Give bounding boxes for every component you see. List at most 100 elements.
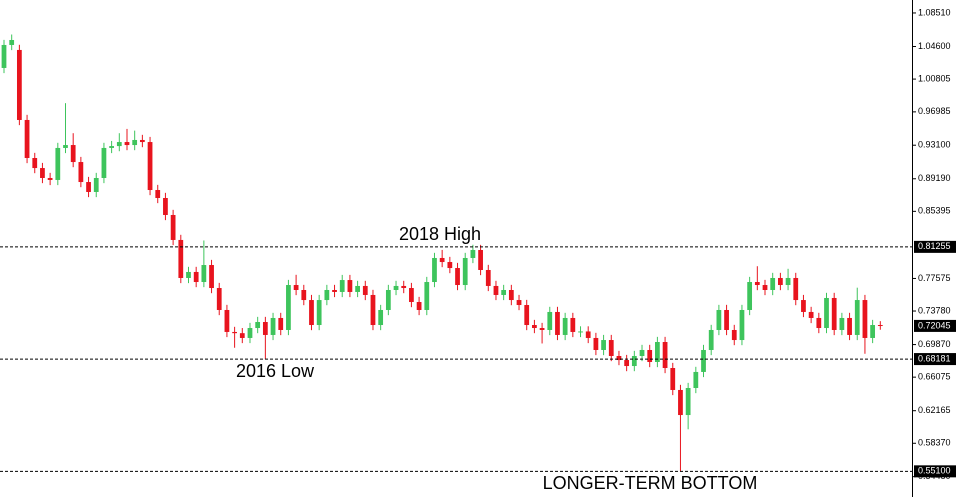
candle-body [793, 277, 799, 301]
y-tick-label: 0.66075 [918, 372, 951, 382]
level-label: 0.81255 [918, 241, 951, 251]
candle-body [639, 349, 645, 356]
candle-body [770, 277, 776, 290]
candle-body [493, 285, 499, 295]
candle-body [685, 388, 691, 416]
candle-body [193, 271, 199, 283]
candle-body [116, 142, 122, 147]
candle-body [524, 305, 530, 326]
y-tick-label: 1.00805 [918, 73, 951, 83]
candle-body [401, 285, 407, 289]
candle-body [539, 328, 545, 330]
candle-body [24, 119, 30, 158]
candle-body [163, 197, 168, 215]
candle-body [670, 368, 676, 390]
candle-body [186, 271, 191, 278]
candle-body [316, 300, 322, 326]
candle-body [624, 360, 630, 367]
candle-body [93, 177, 99, 192]
y-tick-label: 0.77575 [918, 273, 951, 283]
candle-body [178, 239, 184, 278]
candle-body [616, 355, 622, 361]
candle-body [347, 280, 353, 292]
candle-body [78, 162, 84, 183]
candle-body [339, 280, 345, 292]
candle-body [409, 288, 414, 303]
candle-body [293, 285, 299, 290]
candle-body [808, 311, 814, 318]
y-tick-label: 0.85395 [918, 206, 951, 216]
candle-body [516, 300, 522, 306]
candle-body [147, 142, 153, 191]
candle-body [701, 349, 706, 372]
y-tick-label: 0.93100 [918, 140, 951, 150]
candle-body [278, 317, 284, 330]
candle-body [132, 139, 138, 146]
candle-body [547, 311, 553, 330]
y-tick-label: 0.69870 [918, 339, 951, 349]
candle-body [601, 340, 606, 350]
level-box [914, 353, 956, 366]
y-tick-label: 0.62165 [918, 405, 951, 415]
candle-body [439, 257, 445, 263]
level-label: 0.68181 [918, 353, 951, 363]
candle-body [416, 302, 422, 310]
candle-body [854, 300, 860, 335]
level-box [914, 465, 956, 478]
candle-body [608, 340, 614, 356]
candle-body [678, 389, 683, 416]
y-tick-label: 0.96985 [918, 106, 951, 116]
candle-body [877, 325, 883, 327]
candle-body [370, 294, 376, 326]
candle-body [585, 331, 591, 338]
candle-body [232, 331, 237, 334]
candle-body [831, 297, 837, 330]
candle-body [286, 285, 291, 330]
candle-body [731, 329, 737, 341]
candle-body [816, 317, 822, 329]
candle-body [109, 146, 115, 148]
candle-body [708, 329, 714, 350]
candle-body [578, 331, 583, 333]
candle-body [32, 157, 38, 169]
candle-body [777, 277, 783, 286]
candle-body [139, 139, 145, 143]
candle-body [631, 355, 637, 367]
y-tick-label: 0.73780 [918, 305, 951, 315]
candle-body [86, 182, 91, 192]
candle-body [501, 289, 507, 295]
level-box [914, 240, 956, 253]
candle-body [155, 190, 161, 198]
candle-body [209, 265, 214, 289]
candle-body [40, 168, 45, 178]
y-tick-label: 1.04600 [918, 41, 951, 51]
candle-body [301, 289, 307, 301]
annotation: LONGER-TERM BOTTOM [543, 473, 758, 493]
candle-body [693, 371, 699, 389]
candle-body [124, 142, 130, 146]
candle-body [762, 285, 768, 290]
candle-body [662, 342, 668, 369]
candle-body [70, 145, 76, 163]
y-tick-label: 0.89190 [918, 173, 951, 183]
candle-body [101, 147, 107, 178]
last-price-label: 0.72045 [918, 320, 951, 330]
candle-body [870, 325, 876, 338]
candle-body [824, 297, 829, 329]
candle-body [1, 44, 7, 68]
candle-body [447, 262, 453, 269]
candle-body [170, 214, 176, 240]
candle-body [508, 289, 514, 301]
candle-body [470, 250, 476, 258]
candle-body [716, 309, 722, 330]
candle-body [724, 309, 729, 330]
candle-body [455, 268, 460, 286]
candle-body [378, 309, 384, 326]
candle-body [424, 282, 430, 310]
candle-body [9, 39, 15, 45]
y-tick-label: 1.08510 [918, 7, 951, 17]
candle-body [485, 269, 491, 286]
candle-body [309, 300, 314, 326]
candle-body [555, 311, 560, 335]
